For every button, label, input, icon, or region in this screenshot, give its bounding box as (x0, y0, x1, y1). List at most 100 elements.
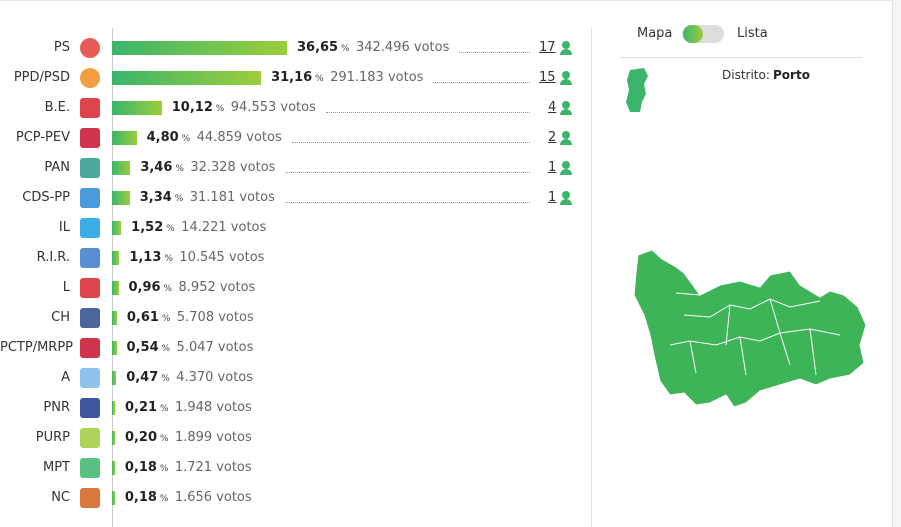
party-name: PAN (44, 160, 70, 175)
seat-icon (560, 199, 572, 205)
seat-icon (562, 71, 570, 79)
pct-unit: % (340, 44, 350, 54)
votes-label: 4.370 votos (176, 370, 254, 385)
pct-unit: % (161, 374, 170, 384)
votes-label: 14.221 votos (181, 220, 267, 235)
pct-unit: % (159, 464, 169, 474)
axis-line (112, 28, 113, 527)
pct-label: 31,16 (271, 70, 313, 85)
bar (112, 341, 117, 355)
toggle-switch[interactable] (682, 25, 724, 43)
bar (112, 71, 262, 85)
pct-label: 0,18 (124, 460, 157, 475)
party-logo (80, 218, 100, 238)
party-name: A (61, 370, 70, 385)
party-name: B.E. (44, 100, 70, 115)
pct-label: 1,13 (129, 250, 162, 265)
party-name: PCTP/MRPP (0, 340, 74, 355)
party-name: PCP-PEV (15, 130, 70, 145)
bar (112, 221, 122, 235)
pct-unit: % (161, 314, 171, 324)
pct-label: 3,34 (139, 190, 172, 205)
pct-unit: % (166, 224, 175, 234)
dot-leader (284, 202, 530, 203)
seats[interactable]: 17 (539, 40, 556, 55)
votes-label: 291.183 votos (330, 70, 424, 85)
mini-map (626, 68, 648, 112)
seats[interactable]: 1 (548, 160, 557, 175)
bar (112, 191, 130, 205)
votes-label: 1.656 votos (174, 490, 252, 505)
dot-leader (291, 142, 530, 143)
party-logo (80, 458, 100, 478)
pct-unit: % (174, 194, 184, 204)
divider (591, 28, 592, 527)
pct-label: 0,61 (126, 310, 159, 325)
party-name: R.I.R. (36, 250, 70, 265)
votes-label: 1.721 votos (174, 460, 252, 475)
seats[interactable]: 4 (548, 100, 557, 115)
seat-icon (562, 161, 570, 169)
bar (112, 371, 117, 385)
seat-icon (560, 169, 572, 175)
party-name: IL (58, 220, 70, 235)
pct-unit: % (159, 434, 169, 444)
dot-leader (458, 52, 530, 53)
party-logo (80, 68, 100, 88)
seat-icon (560, 109, 572, 115)
pct-label: 0,96 (128, 280, 161, 295)
party-logo (80, 158, 100, 178)
dot-leader (285, 172, 530, 173)
toggle-label[interactable]: Mapa (637, 26, 673, 41)
party-logo (80, 428, 100, 448)
pct-label: 0,54 (126, 340, 159, 355)
party-name: PS (53, 40, 70, 55)
party-logo (80, 278, 100, 298)
toggle-label[interactable]: Lista (737, 26, 768, 41)
pct-label: 0,47 (126, 370, 159, 385)
pct-unit: % (315, 74, 324, 84)
seats[interactable]: 2 (548, 130, 557, 145)
votes-label: 1.899 votos (174, 430, 252, 445)
bar (112, 251, 120, 265)
seat-icon (560, 49, 572, 55)
pct-unit: % (181, 134, 191, 144)
bar (112, 281, 119, 295)
pct-unit: % (215, 104, 225, 114)
party-name: MPT (43, 460, 70, 475)
votes-label: 342.496 votos (355, 40, 450, 55)
votes-label: 5.708 votos (176, 310, 254, 325)
bar (112, 461, 115, 475)
bar (112, 131, 137, 145)
party-name: NC (51, 490, 70, 505)
pct-unit: % (175, 164, 184, 174)
party-name: CDS-PP (22, 190, 70, 205)
party-name: CH (51, 310, 70, 325)
pct-label: 0,21 (124, 400, 158, 415)
seat-icon (562, 101, 570, 109)
votes-label: 8.952 votos (178, 280, 256, 295)
party-logo (80, 398, 100, 418)
pct-label: 0,20 (124, 430, 158, 445)
district-name: Porto (773, 68, 810, 82)
bar (112, 41, 287, 55)
pct-label: 3,46 (140, 160, 173, 175)
seat-icon (560, 139, 572, 145)
bar (112, 161, 131, 175)
seat-icon (562, 191, 570, 199)
seat-icon (562, 41, 570, 49)
party-logo (80, 188, 100, 208)
pct-label: 36,65 (296, 40, 339, 55)
pct-label: 1,52 (131, 220, 164, 235)
pct-unit: % (159, 494, 169, 504)
pct-unit: % (164, 254, 173, 264)
seats[interactable]: 15 (539, 70, 556, 85)
dot-leader (433, 82, 530, 83)
seat-icon (560, 79, 572, 85)
seats[interactable]: 1 (548, 190, 557, 205)
district-label: Distrito: (722, 68, 770, 82)
bar (112, 101, 162, 115)
pct-label: 10,12 (171, 100, 213, 115)
